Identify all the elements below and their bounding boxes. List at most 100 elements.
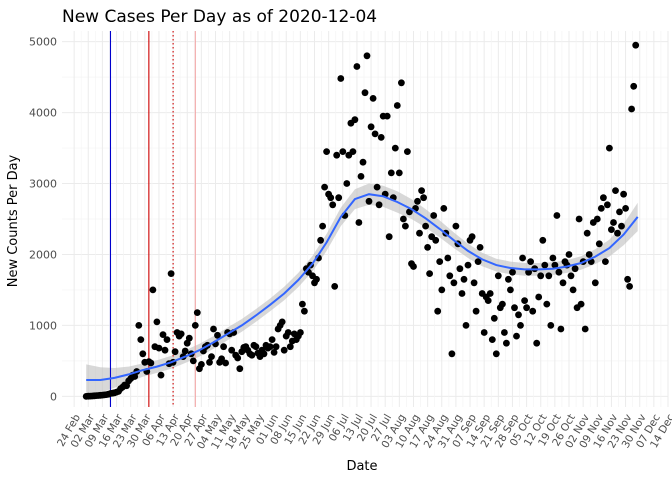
data-point <box>571 265 579 273</box>
data-point <box>537 272 545 280</box>
data-point <box>434 307 442 315</box>
data-point <box>450 279 458 287</box>
smooth-line <box>86 193 639 381</box>
data-point <box>416 229 423 237</box>
data-point <box>612 187 619 195</box>
data-point <box>630 82 638 90</box>
data-point <box>149 286 157 294</box>
data-point <box>189 357 197 365</box>
data-point <box>426 270 433 277</box>
data-point <box>559 279 567 287</box>
data-point <box>153 318 161 326</box>
data-point <box>610 219 617 226</box>
data-point <box>545 272 553 280</box>
data-point <box>171 348 179 356</box>
confidence-band <box>86 183 638 396</box>
data-point <box>139 350 147 358</box>
data-point <box>600 194 607 202</box>
data-point <box>323 148 330 156</box>
data-point <box>222 359 230 367</box>
data-point <box>456 265 464 273</box>
data-point <box>234 354 242 362</box>
data-point <box>280 346 288 354</box>
data-point <box>436 258 444 265</box>
data-point <box>371 130 379 138</box>
data-point <box>266 343 274 351</box>
data-point <box>147 359 155 367</box>
y-tick-label: 0 <box>50 390 57 403</box>
data-point <box>626 283 633 290</box>
y-tick-label: 5000 <box>29 36 57 49</box>
data-point <box>329 201 337 209</box>
smooth-line-path <box>86 193 639 381</box>
data-point <box>604 201 611 209</box>
data-point <box>501 329 508 336</box>
data-point <box>157 371 165 379</box>
data-point <box>167 270 175 277</box>
data-point <box>319 222 326 230</box>
data-point <box>581 325 589 333</box>
data-point <box>406 208 413 216</box>
data-point <box>597 205 605 212</box>
y-axis-title: New Counts Per Day <box>6 154 21 287</box>
data-point <box>553 212 561 219</box>
data-point <box>569 286 577 294</box>
data-point <box>353 63 361 70</box>
y-tick-label: 4000 <box>29 107 57 120</box>
data-point <box>327 194 335 202</box>
data-point <box>462 322 470 329</box>
data-point <box>606 144 613 152</box>
data-point <box>391 144 399 152</box>
data-point <box>529 307 537 315</box>
data-point <box>414 197 421 205</box>
data-point <box>210 325 217 333</box>
data-point <box>632 41 640 49</box>
data-point <box>444 254 452 262</box>
data-point <box>505 275 512 283</box>
data-point <box>363 52 371 60</box>
data-point <box>486 290 494 297</box>
data-point <box>206 358 213 366</box>
data-point <box>349 148 357 156</box>
data-point <box>523 304 530 312</box>
data-point <box>385 233 393 241</box>
data-point <box>511 304 518 312</box>
data-point <box>214 331 221 339</box>
data-point <box>513 332 520 340</box>
data-point <box>185 334 193 342</box>
data-point <box>198 361 205 368</box>
data-point <box>507 286 514 294</box>
data-point <box>464 261 472 269</box>
data-point <box>361 89 369 97</box>
data-point <box>618 222 625 230</box>
data-point <box>593 215 601 223</box>
data-point <box>161 346 169 354</box>
data-point <box>278 318 286 326</box>
data-point <box>620 190 627 198</box>
data-point <box>248 351 256 359</box>
data-point <box>509 268 516 276</box>
reference-lines <box>109 31 196 407</box>
data-point <box>220 343 228 351</box>
data-point <box>515 311 522 319</box>
data-point <box>191 322 199 329</box>
data-point <box>616 208 623 216</box>
data-point <box>484 297 492 304</box>
data-point <box>517 322 524 329</box>
data-point <box>499 300 506 308</box>
data-point <box>551 261 559 269</box>
data-point <box>519 254 526 262</box>
data-point <box>359 158 367 166</box>
data-point <box>585 251 593 258</box>
data-point <box>535 293 543 301</box>
data-point <box>177 330 185 338</box>
y-tick-label: 3000 <box>29 178 57 191</box>
data-point <box>400 215 407 223</box>
data-point <box>260 350 268 358</box>
data-point <box>567 272 575 280</box>
data-point <box>547 322 555 329</box>
data-points <box>82 41 640 400</box>
data-point <box>422 222 429 230</box>
data-point <box>393 102 401 109</box>
data-point <box>404 148 411 156</box>
